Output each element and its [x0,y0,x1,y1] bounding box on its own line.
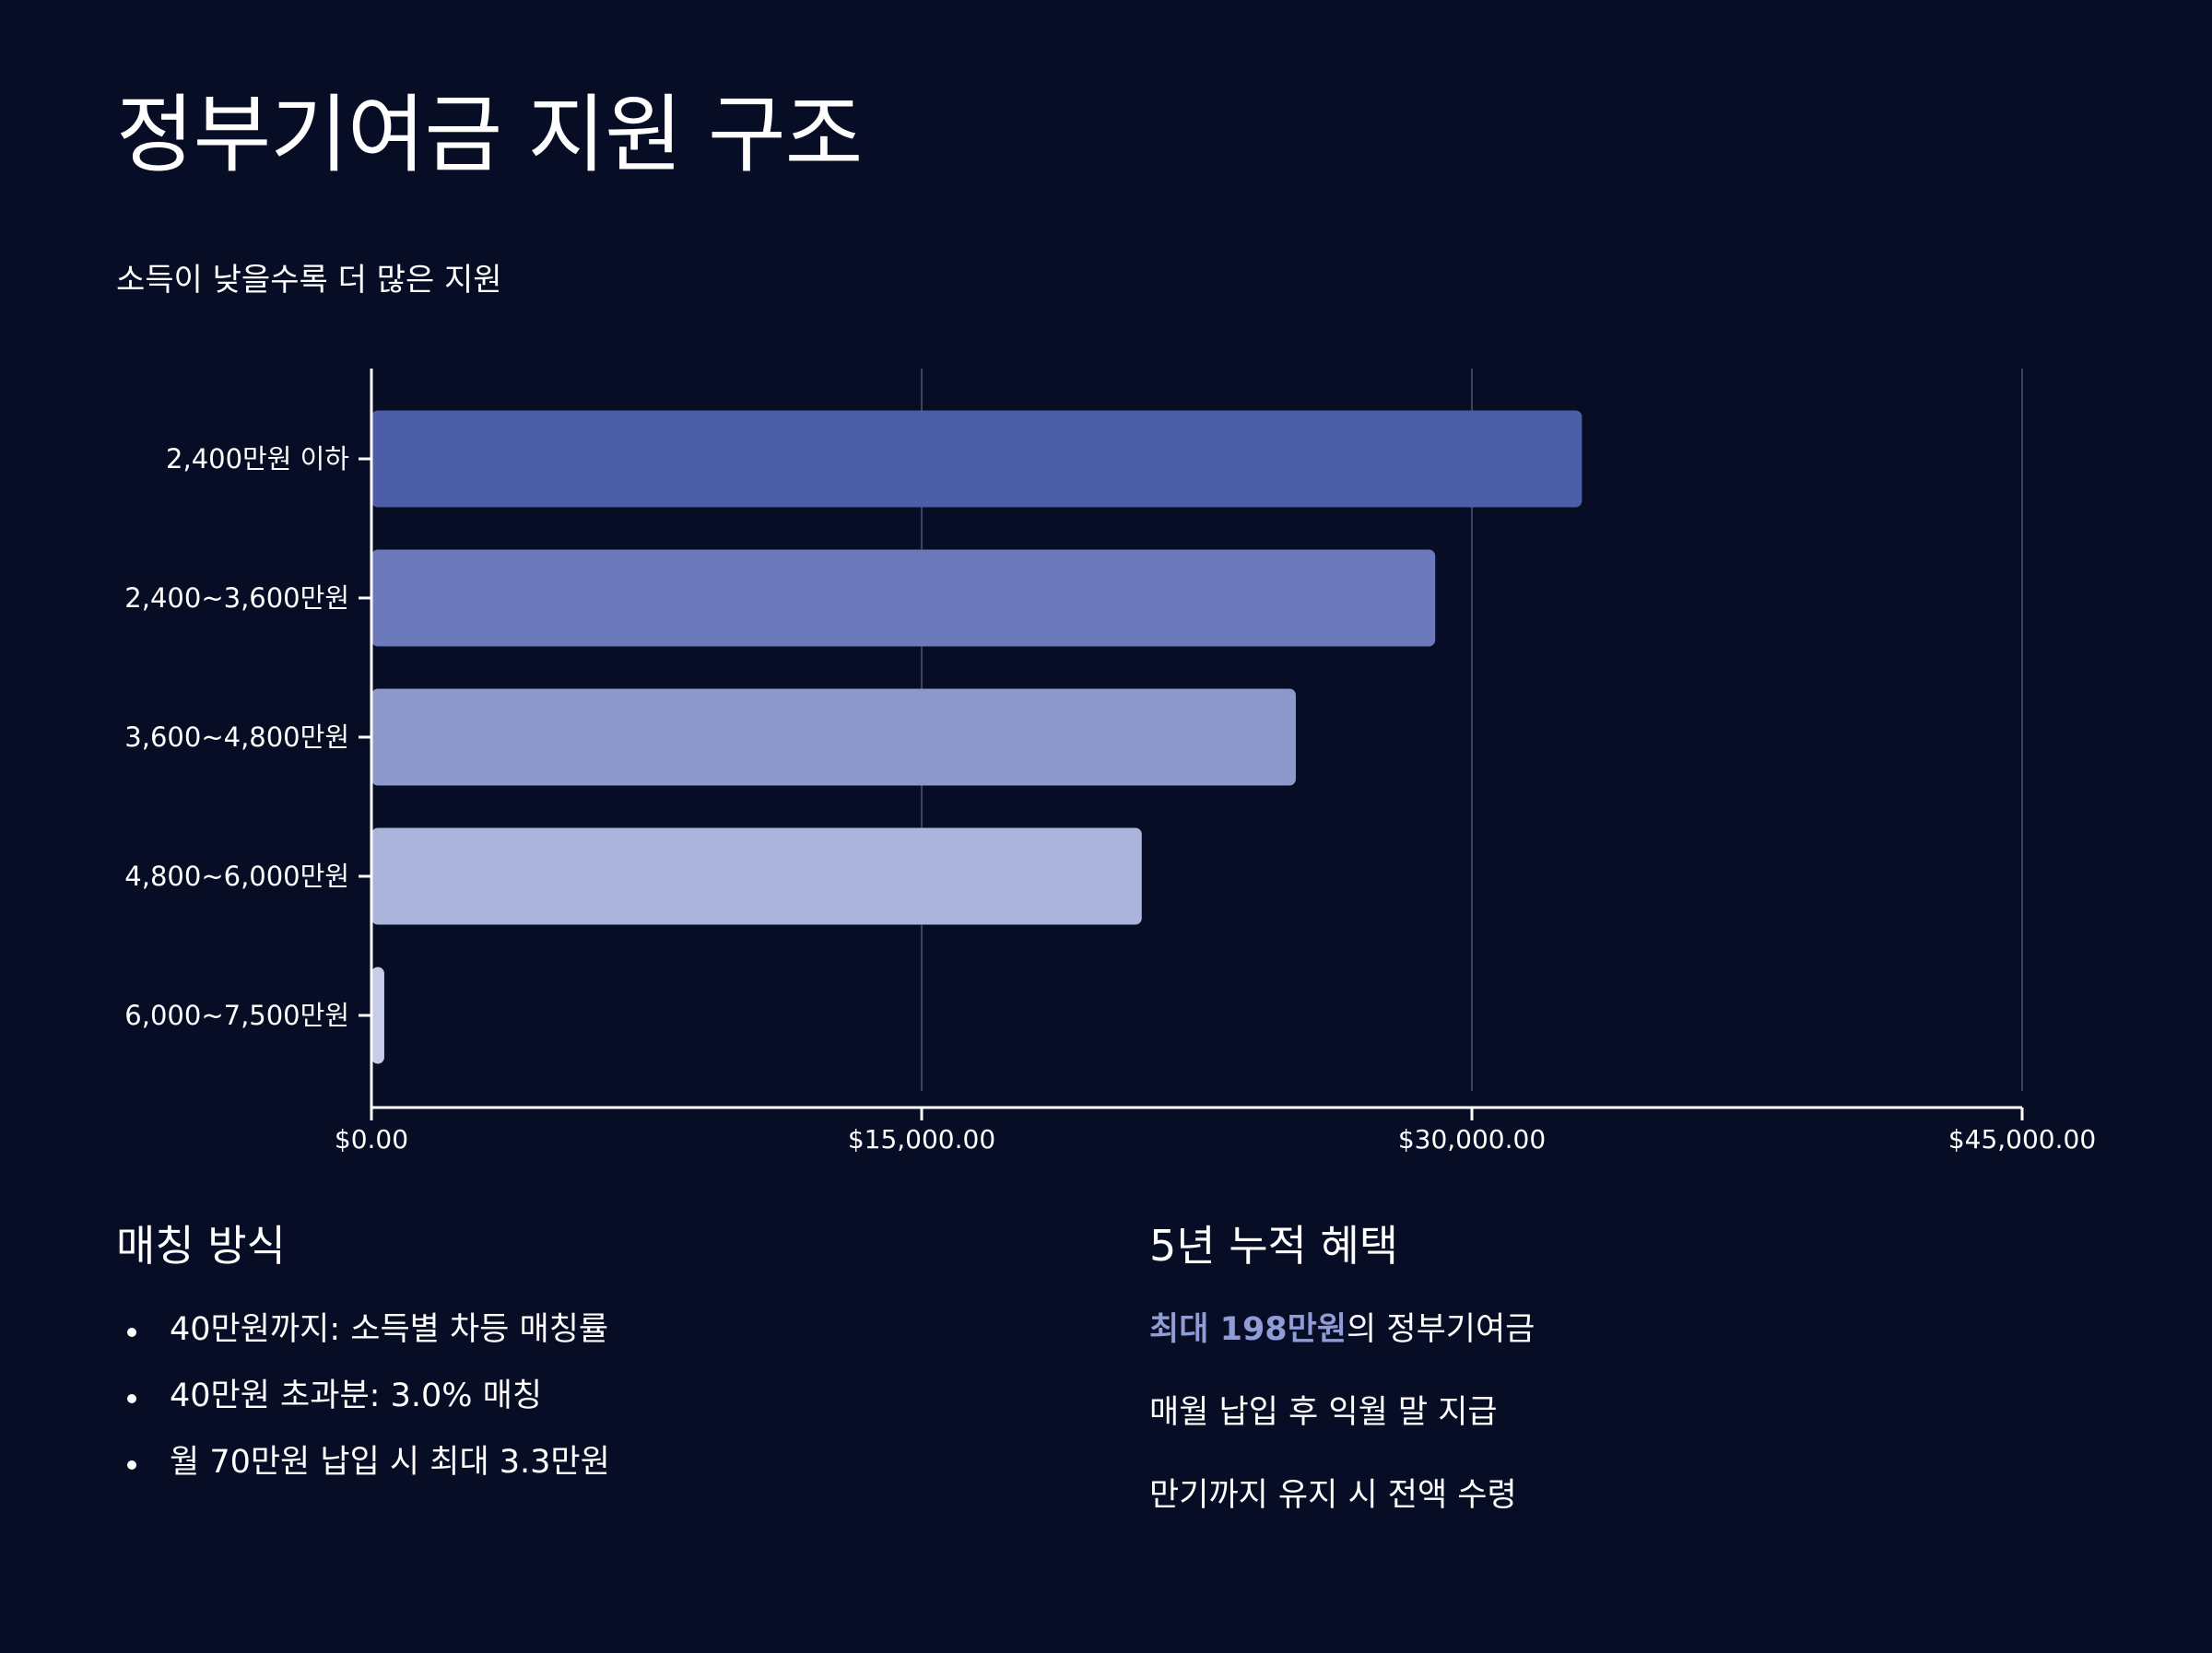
y-tick-label: 2,400만원 이하 [166,443,349,475]
y-tick-label: 3,600~4,800만원 [124,721,349,753]
matching-item: 월 70만원 납입 시 최대 3.3만원 [116,1443,946,1509]
page-subtitle: 소득이 낮을수록 더 많은 지원 [116,262,502,299]
matching-item-text: 40만원 초과분: 3.0% 매칭 [170,1378,543,1414]
page-title: 정부기여금 지원 구조 [116,86,863,184]
tick-labels: 2,400만원 이하 2,400~3,600만원 3,600~4,800만원 4,80… [124,443,2096,1155]
matching-item-text: 40만원까지: 소득별 차등 매칭률 [170,1311,609,1348]
benefit-line: 매월 납입 후 익월 말 지급 [1149,1394,1498,1431]
x-tick-label: $0.00 [335,1124,408,1155]
bar [371,967,384,1064]
axes [359,369,2024,1120]
matching-heading: 매칭 방식 [116,1221,286,1271]
matching-item: 40만원 초과분: 3.0% 매칭 [116,1377,946,1443]
matching-section: 매칭 방식 40만원까지: 소득별 차등 매칭률 40만원 초과분: 3.0% … [116,1221,610,1481]
bar [371,688,1296,786]
y-tick-label: 6,000~7,500만원 [124,1000,349,1031]
bullet-icon [127,1328,136,1337]
benefit-line-rest: 의 정부기여금 [1347,1311,1535,1348]
matching-item: 40만원까지: 소득별 차등 매칭률 [116,1310,946,1377]
benefits-list: 최대 198만원의 정부기여금 매월 납입 후 익월 말 지급 만기까지 유지 … [1149,1310,2071,1559]
bullet-icon [127,1394,136,1403]
x-tick-label: $30,000.00 [1398,1124,1546,1155]
benefit-highlight: 최대 198만원 [1149,1311,1347,1348]
benefit-line: 만기까지 유지 시 전액 수령 [1149,1477,1517,1514]
bar [371,827,1142,925]
matching-list: 40만원까지: 소득별 차등 매칭률 40만원 초과분: 3.0% 매칭 월 7… [116,1310,946,1509]
y-tick-label: 2,400~3,600만원 [124,582,349,614]
benefits-section: 5년 누적 혜택 최대 198만원의 정부기여금 매월 납입 후 익월 말 지급… [1149,1221,1535,1514]
bar [371,549,1436,647]
income-support-bar-chart: 2,400만원 이하 2,400~3,600만원 3,600~4,800만원 4,80… [124,369,2096,1155]
bullet-icon [127,1460,136,1470]
bar [371,410,1583,508]
x-tick-label: $45,000.00 [1948,1124,2096,1155]
matching-item-text: 월 70만원 납입 시 최대 3.3만원 [170,1444,610,1481]
x-tick-label: $15,000.00 [848,1124,995,1155]
bars [371,410,1583,1064]
y-tick-label: 4,800~6,000만원 [124,861,349,892]
benefit-line: 최대 198만원의 정부기여금 [1149,1310,2071,1393]
benefits-heading: 5년 누적 혜택 [1149,1221,1399,1271]
